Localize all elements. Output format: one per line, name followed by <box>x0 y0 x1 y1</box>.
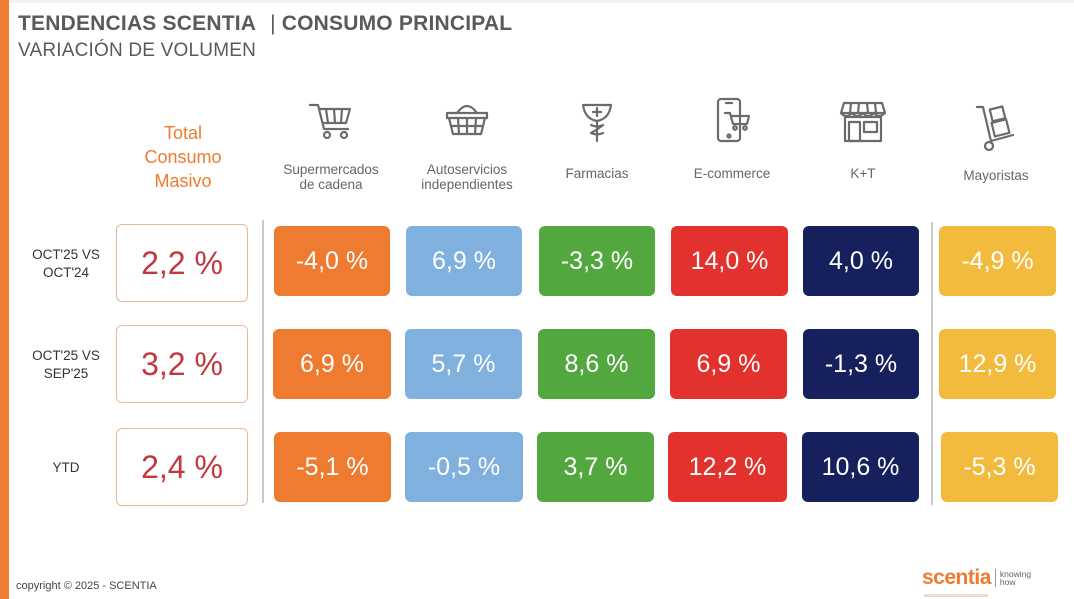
value-cell: 12,9 % <box>939 329 1056 399</box>
total-value-box: 2,4 % <box>116 428 248 506</box>
row-label-oct-vs-sep: OCT'25 VS SEP'25 <box>32 348 100 381</box>
value-cell: -4,0 % <box>274 226 390 296</box>
channel-label: Supermercados de cadena <box>283 162 379 192</box>
page-subtitle: VARIACIÓN DE VOLUMEN <box>18 40 257 61</box>
value-cell: -0,5 % <box>405 432 523 502</box>
value-cell: 8,6 % <box>538 329 655 399</box>
channel-header-supermercados: Supermercados de cadena <box>266 94 396 192</box>
channel-header-autoservicios: Autoservicios independientes <box>402 94 532 192</box>
value-cell: -3,3 % <box>539 226 655 296</box>
value-cell: 10,6 % <box>802 432 919 502</box>
shopping-basket-icon <box>402 94 532 146</box>
value-cell: -5,1 % <box>274 432 391 502</box>
top-rule <box>0 0 1074 3</box>
total-value-box: 2,2 % <box>116 224 248 302</box>
value-cell: 6,9 % <box>273 329 391 399</box>
value-cell: 6,9 % <box>670 329 787 399</box>
channel-header-mayoristas: Mayoristas <box>931 94 1061 183</box>
value-cell: 4,0 % <box>803 226 919 296</box>
channel-label: E-commerce <box>693 166 771 181</box>
channel-header-kt: K+T <box>798 94 928 181</box>
total-header: Total Consumo Masivo <box>144 123 222 191</box>
pharmacy-icon <box>532 94 662 146</box>
logo-tagline: knowing how <box>999 569 1032 587</box>
title-left: TENDENCIAS SCENTIA <box>18 12 257 35</box>
row-label-oct-vs-oct: OCT'25 VS OCT'24 <box>32 247 100 280</box>
value-cell: -4,9 % <box>939 226 1056 296</box>
divider-right <box>931 222 933 505</box>
shopping-cart-icon <box>266 94 396 146</box>
page-title: TENDENCIAS SCENTIA | CONSUMO PRINCIPAL <box>18 12 512 36</box>
title-separator: | <box>270 12 276 35</box>
channel-label: Farmacias <box>565 166 629 181</box>
logo-wordmark: scentia <box>922 566 991 589</box>
value-cell: 3,7 % <box>537 432 654 502</box>
value-cell: 5,7 % <box>405 329 522 399</box>
scentia-logo: scentia knowing how <box>922 566 1031 590</box>
divider-left <box>262 220 264 503</box>
mobile-cart-icon <box>667 94 797 146</box>
storefront-icon <box>798 94 928 146</box>
value-cell: 14,0 % <box>671 226 788 296</box>
copyright-text: copyright © 2025 - SCENTIA <box>16 580 157 592</box>
total-value-box: 3,2 % <box>116 325 248 403</box>
title-right: CONSUMO PRINCIPAL <box>281 12 513 35</box>
channel-label: Mayoristas <box>963 168 1029 183</box>
hand-truck-icon <box>931 102 1061 154</box>
accent-bar <box>0 0 9 599</box>
channel-label: K+T <box>850 166 876 181</box>
value-cell: -1,3 % <box>803 329 919 399</box>
value-cell: -5,3 % <box>941 432 1058 502</box>
channel-header-farmacias: Farmacias <box>532 94 662 181</box>
logo-divider <box>994 569 996 587</box>
row-label-ytd: YTD <box>52 460 80 475</box>
logo-underline <box>924 594 988 597</box>
channel-header-ecommerce: E-commerce <box>667 94 797 181</box>
value-cell: 12,2 % <box>668 432 787 502</box>
channel-label: Autoservicios independientes <box>421 162 513 192</box>
value-cell: 6,9 % <box>406 226 522 296</box>
